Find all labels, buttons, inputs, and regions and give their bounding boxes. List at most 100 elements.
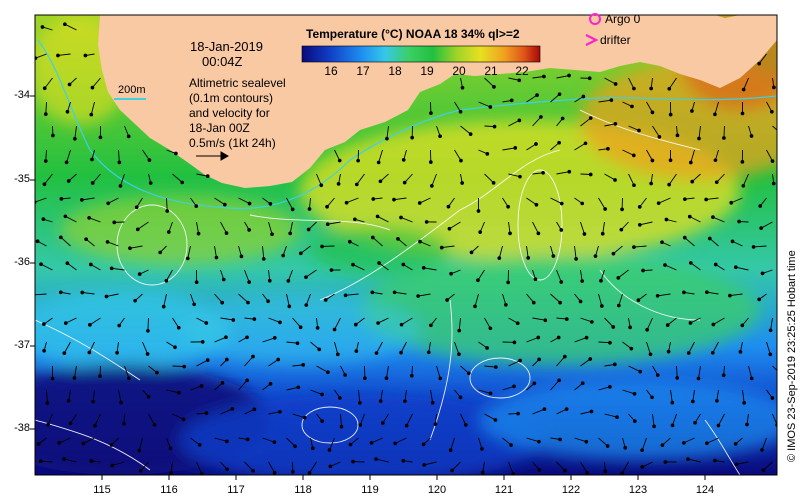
velocity-arrow-head [278, 320, 282, 325]
velocity-arrow-head [476, 278, 480, 283]
velocity-arrow-head [182, 364, 187, 369]
velocity-arrow-head [541, 170, 545, 175]
velocity-arrow [672, 413, 677, 426]
velocity-arrow [526, 437, 540, 443]
velocity-arrow-head [467, 371, 471, 376]
velocity-arrow-head [640, 465, 645, 469]
velocity-arrow-head [134, 205, 139, 210]
description-line: Altimetric sealevel [189, 76, 286, 90]
velocity-arrow-head [290, 207, 295, 212]
velocity-arrow-head [616, 303, 621, 308]
velocity-arrow-head [399, 215, 403, 220]
velocity-arrow [238, 197, 250, 204]
velocity-arrow [289, 221, 293, 234]
velocity-arrow [287, 269, 293, 282]
lat-tick: -35 [14, 173, 30, 185]
velocity-arrow-head [637, 222, 642, 227]
velocity-arrow [65, 317, 77, 324]
velocity-arrow [718, 413, 725, 426]
velocity-arrow-head [326, 370, 330, 375]
chart-title: Temperature (°C) NOAA 18 34% ql>=2 [306, 27, 520, 41]
velocity-arrow-head [384, 376, 389, 381]
velocity-arrow [220, 221, 227, 234]
velocity-arrow-head [93, 423, 97, 428]
velocity-arrow [371, 437, 383, 444]
argo-label: Argo 0 [605, 12, 641, 26]
velocity-arrow [286, 437, 296, 447]
velocity-arrow-head [713, 458, 717, 463]
velocity-arrow-head [426, 350, 431, 355]
velocity-arrow [196, 173, 208, 177]
velocity-arrow [166, 389, 179, 394]
lon-tick: 124 [695, 484, 715, 496]
velocity-arrow-head [430, 184, 434, 188]
velocity-arrow-head [557, 378, 562, 383]
velocity-arrow [639, 197, 647, 208]
velocity-arrow-head [65, 261, 70, 266]
velocity-arrow [244, 356, 254, 367]
velocity-arrow [508, 461, 514, 475]
velocity-arrow [196, 359, 208, 367]
velocity-arrow-head [688, 321, 693, 325]
velocity-arrow-head [205, 174, 210, 178]
velocity-arrow-head [339, 424, 344, 429]
velocity-arrow-head [707, 236, 712, 241]
velocity-arrow-head [80, 290, 85, 295]
velocity-arrow [460, 125, 471, 135]
velocity-arrow [641, 437, 647, 451]
velocity-arrow-head [439, 245, 444, 250]
velocity-arrow [502, 385, 515, 391]
velocity-arrow [580, 411, 592, 415]
velocity-arrow [687, 458, 701, 463]
velocity-arrow-head [98, 374, 102, 379]
velocity-arrow [334, 341, 339, 355]
velocity-arrow [508, 221, 511, 234]
velocity-arrow-head [194, 280, 199, 285]
velocity-arrow [618, 293, 623, 306]
velocity-arrow-head [358, 400, 362, 405]
velocity-arrow-head [418, 239, 422, 244]
velocity-arrow [107, 241, 119, 247]
velocity-arrow [268, 411, 280, 415]
velocity-arrow [190, 385, 202, 391]
velocity-arrow [238, 293, 249, 303]
velocity-arrow [140, 461, 149, 471]
velocity-arrow-head [682, 290, 686, 295]
velocity-arrow-head [730, 239, 735, 244]
velocity-arrow [556, 461, 566, 471]
velocity-arrow [646, 101, 653, 113]
velocity-arrow [89, 317, 101, 326]
velocity-arrow-head [272, 470, 277, 475]
velocity-arrow [742, 389, 745, 403]
velocity-arrow-head [374, 351, 379, 355]
velocity-arrow-head [633, 419, 637, 423]
velocity-arrow [670, 389, 673, 403]
velocity-arrow [484, 413, 496, 421]
velocity-arrow-head [363, 376, 367, 381]
velocity-arrow [698, 365, 701, 379]
velocity-arrow [35, 53, 47, 59]
velocity-arrow-head [511, 472, 516, 475]
velocity-arrow-head [771, 181, 776, 186]
velocity-arrow-head [468, 132, 473, 136]
velocity-arrow [690, 149, 695, 163]
velocity-arrow-head [91, 399, 95, 404]
velocity-arrow [772, 413, 777, 426]
isobath-legend-label: 200m [118, 84, 146, 96]
velocity-arrow [454, 149, 462, 161]
velocity-arrow [67, 262, 77, 271]
velocity-arrow-head [36, 442, 41, 446]
velocity-arrow-head [478, 230, 482, 234]
chevron-icon [585, 34, 599, 46]
velocity-arrow-head [152, 422, 157, 427]
date-label: 18-Jan-2019 [190, 39, 263, 54]
velocity-arrow-head [690, 179, 695, 184]
velocity-arrow [600, 269, 605, 281]
velocity-arrow-head [133, 298, 137, 303]
velocity-arrow-head [66, 398, 71, 403]
velocity-arrow [326, 197, 335, 208]
velocity-arrow-head [687, 214, 692, 219]
lon-tick: 117 [227, 484, 245, 496]
velocity-arrow [628, 365, 641, 373]
velocity-arrow-head [298, 325, 303, 330]
